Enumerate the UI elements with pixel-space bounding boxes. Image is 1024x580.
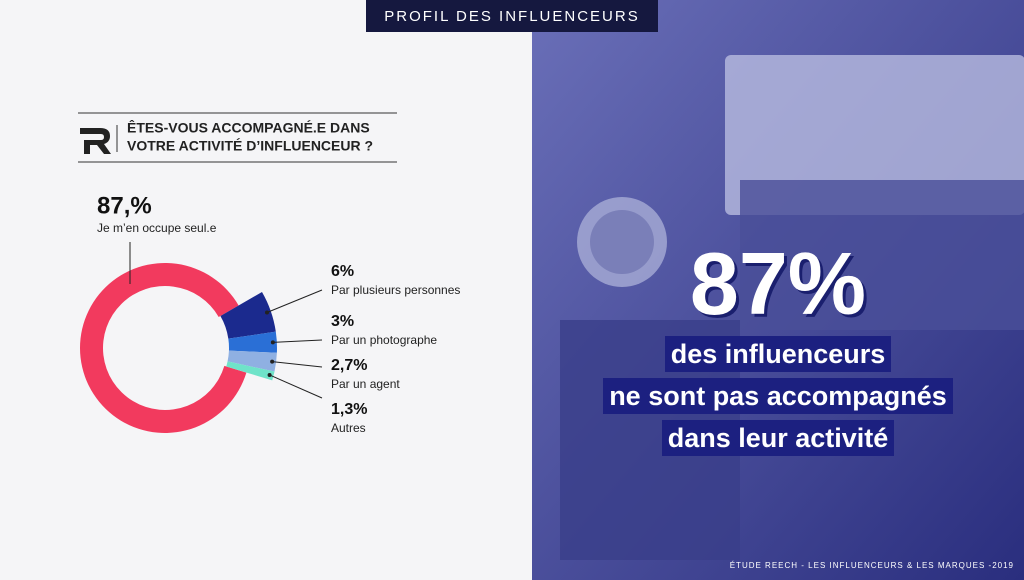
value-label: 2,7% [331, 357, 367, 374]
laptop-keyboard [740, 180, 1024, 330]
callout-stat: 87% [689, 234, 867, 333]
mug-coffee [590, 210, 654, 274]
header-title: PROFIL DES INFLUENCEURS [384, 8, 639, 25]
pie-slice [228, 331, 278, 353]
question-line: ÊTES-VOUS ACCOMPAGNÉ.E DANS [127, 119, 370, 136]
laptop-screen [725, 55, 1024, 215]
category-label: Je m’en occupe seul.e [97, 221, 217, 235]
pie-slice [79, 263, 247, 433]
callout-line: dans leur activité [661, 420, 895, 456]
leader-dot [267, 372, 272, 377]
leader-line [272, 339, 323, 343]
leader-dot [270, 340, 275, 345]
leader-line [269, 374, 323, 399]
pie-slice [220, 292, 276, 339]
value-label: 6% [331, 263, 354, 280]
callout-line: des influenceurs [664, 336, 892, 372]
pie-slice [226, 361, 275, 381]
leader-dot [270, 359, 275, 364]
category-label: Par un agent [331, 377, 400, 391]
callout-line: ne sont pas accompagnés [603, 378, 953, 414]
category-label: Autres [331, 421, 366, 435]
leader-dot [264, 310, 269, 315]
category-label: Par plusieurs personnes [331, 283, 460, 297]
footer: ÉTUDE REECH - LES INFLUENCEURS & LES MAR… [730, 561, 1014, 570]
question-line: VOTRE ACTIVITÉ D’INFLUENCEUR ? [127, 138, 373, 154]
leader-line [272, 361, 323, 368]
leader-line [266, 289, 323, 313]
header-box [366, 0, 658, 32]
value-label: 87,% [97, 192, 152, 219]
value-label: 1,3% [331, 401, 367, 418]
value-label: 3% [331, 313, 354, 330]
category-label: Par un photographe [331, 333, 437, 347]
logo [80, 128, 111, 154]
callout: 87% des influenceurs ne sont pas accompa… [532, 238, 1024, 462]
pie-slice [227, 350, 277, 372]
